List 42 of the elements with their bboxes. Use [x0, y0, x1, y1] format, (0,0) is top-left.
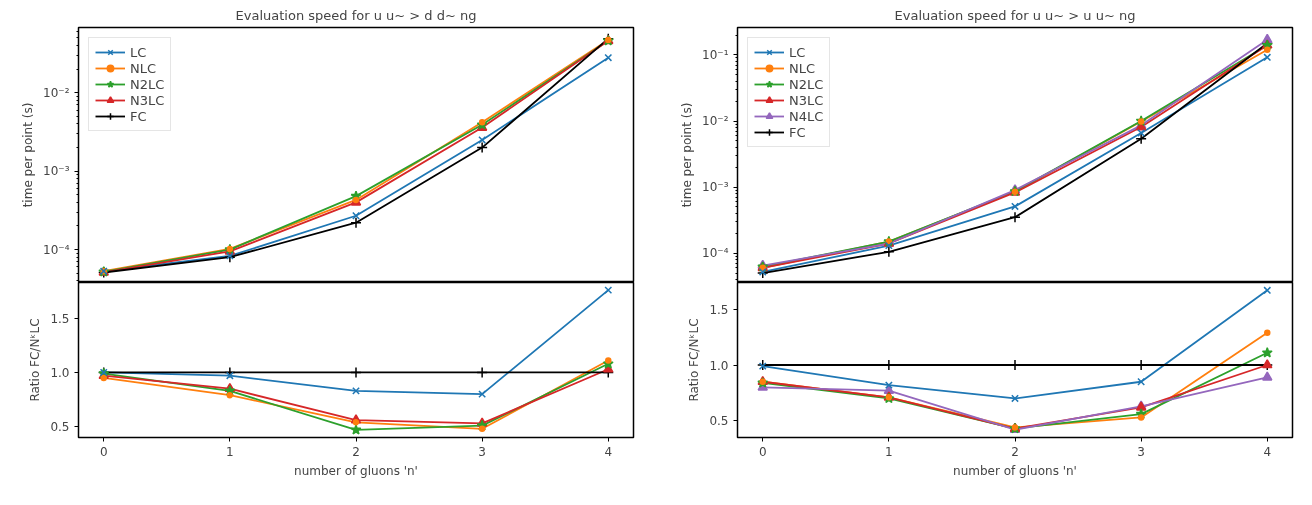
- x-tick-label: 0: [758, 444, 767, 459]
- y-tick-label: 10⁻⁴: [702, 246, 729, 261]
- x-tick-label: 1: [226, 444, 234, 459]
- x-tick-label: 4: [604, 444, 613, 459]
- y-tick-label: 1.5: [50, 311, 70, 326]
- x-axis-title: number of gluons 'n': [294, 463, 418, 478]
- legend-label: N2LC: [130, 76, 165, 92]
- legend-label: N4LC: [789, 108, 824, 124]
- x-tick-label: 2: [1011, 444, 1019, 459]
- y-tick-label: 0.5: [50, 420, 70, 435]
- y-tick-label: 10⁻²: [43, 85, 70, 100]
- y-axis-title: Ratio FC/NᵏLC: [687, 318, 702, 402]
- y-tick-label: 10⁻³: [702, 180, 729, 195]
- x-tick-label: 4: [1263, 444, 1272, 459]
- y-axis-title: Ratio FC/NᵏLC: [28, 318, 43, 402]
- y-tick-label: 10⁻³: [43, 164, 70, 179]
- y-tick-label: 1.0: [50, 365, 70, 380]
- chart-title: Evaluation speed for u u~ > d d~ ng: [235, 7, 477, 23]
- chart-title: Evaluation speed for u u~ > u u~ ng: [894, 7, 1136, 23]
- legend-label: N2LC: [789, 76, 824, 92]
- x-tick-label: 0: [99, 444, 108, 459]
- x-axis-title: number of gluons 'n': [953, 463, 1077, 478]
- legend-label: LC: [130, 44, 148, 60]
- y-axis-title: time per point (s): [680, 102, 695, 208]
- legend-label: FC: [130, 108, 148, 124]
- x-tick-label: 3: [1137, 444, 1145, 459]
- y-tick-label: 10⁻⁴: [43, 242, 70, 257]
- x-tick-label: 3: [478, 444, 486, 459]
- legend-label: N3LC: [130, 92, 165, 108]
- x-tick-label: 1: [885, 444, 893, 459]
- y-tick-label: 1.5: [709, 302, 729, 317]
- y-tick-label: 0.5: [709, 414, 729, 429]
- y-tick-label: 1.0: [709, 358, 729, 373]
- legend-label: FC: [789, 124, 807, 140]
- legend-label: N3LC: [789, 92, 824, 108]
- x-tick-label: 2: [352, 444, 360, 459]
- y-tick-label: 10⁻¹: [702, 47, 729, 62]
- y-axis-title: time per point (s): [21, 102, 36, 208]
- legend-label: NLC: [789, 60, 816, 76]
- legend-label: LC: [789, 44, 807, 60]
- legend-label: NLC: [130, 60, 157, 76]
- y-tick-label: 10⁻²: [702, 114, 729, 129]
